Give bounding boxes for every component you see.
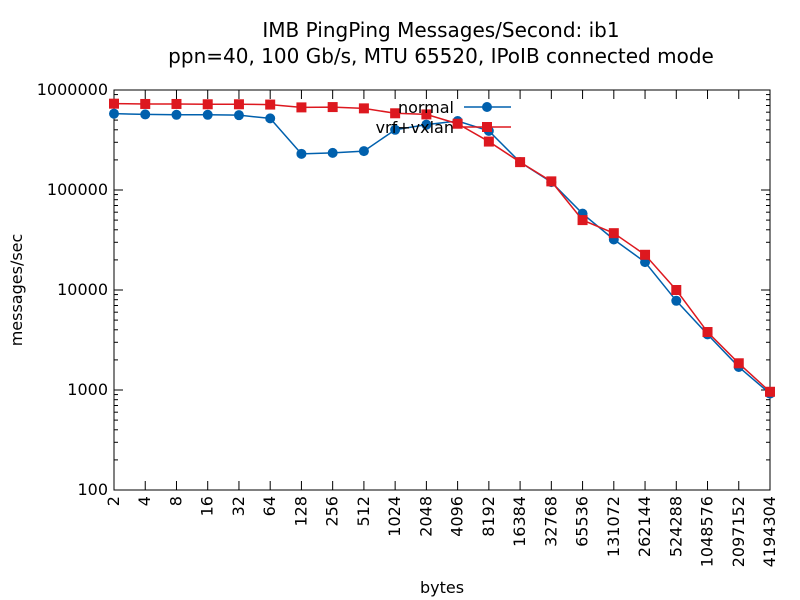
data-point-square [171, 98, 182, 109]
data-point-square [671, 285, 682, 295]
data-point-circle [140, 109, 151, 120]
data-point-circle [296, 148, 307, 159]
x-tick-label: 1024 [385, 496, 404, 537]
y-tick-label: 1000000 [37, 80, 108, 99]
x-tick-label: 8192 [479, 496, 498, 537]
x-tick-label: 4194304 [760, 496, 779, 567]
data-point-square [515, 157, 526, 168]
data-point-circle [171, 109, 182, 120]
data-point-square [640, 249, 651, 260]
chart-title: IMB PingPing Messages/Second: ib1 [262, 18, 619, 42]
x-tick-label: 2097152 [729, 496, 748, 567]
x-tick-label: 256 [323, 496, 342, 527]
data-point-circle [358, 146, 369, 157]
data-point-circle [233, 110, 244, 121]
data-point-square [140, 98, 151, 109]
y-axis: 100 1000 10000 100000 1000000 [37, 80, 770, 499]
data-point-square [483, 136, 494, 147]
data-point-circle [265, 113, 276, 124]
data-point-circle [109, 108, 119, 119]
x-tick-label: 2048 [416, 496, 435, 537]
legend-label: vrf+vxlan [376, 118, 454, 137]
x-tick-label: 8 [166, 496, 185, 506]
series-layer [109, 98, 775, 399]
data-point-square [202, 99, 213, 110]
data-point-square [765, 386, 775, 397]
series-line-vrf-vxlan [113, 102, 771, 393]
series-line-normal [113, 112, 771, 395]
data-point-circle [390, 124, 401, 135]
data-point-circle [327, 147, 338, 158]
y-tick-label: 10000 [57, 280, 108, 299]
y-tick-label: 1000 [67, 380, 108, 399]
x-tick-label: 131072 [604, 496, 623, 557]
x-tick-label: 2 [104, 496, 123, 506]
y-tick-label: 100 [77, 480, 108, 499]
data-point-circle [421, 119, 432, 130]
legend-marker-square [482, 122, 492, 132]
x-axis-label: bytes [420, 578, 464, 597]
x-tick-label: 4 [135, 496, 154, 506]
x-tick-label: 1048576 [698, 496, 717, 567]
data-point-square [608, 228, 619, 239]
x-tick-label: 262144 [635, 496, 654, 557]
data-point-square [702, 327, 713, 338]
data-point-square [265, 99, 276, 110]
data-point-square [546, 176, 557, 187]
chart-subtitle: ppn=40, 100 Gb/s, MTU 65520, IPoIB conne… [168, 44, 714, 68]
x-tick-label: 128 [291, 496, 310, 527]
x-tick-label: 512 [354, 496, 373, 527]
data-point-square [452, 118, 463, 129]
data-point-circle [671, 295, 682, 306]
data-point-square [109, 98, 119, 109]
data-point-square [233, 99, 244, 110]
x-axis: 2 4 8 16 32 64 128 256 512 1024 2048 4096 8192 16384 3… [104, 90, 779, 567]
x-tick-label: 4096 [448, 496, 467, 537]
x-tick-label: 65536 [573, 496, 592, 547]
legend-label: normal [398, 98, 454, 117]
x-tick-label: 16384 [510, 496, 529, 547]
data-point-square [577, 215, 588, 226]
legend-marker-circle [482, 102, 492, 112]
data-point-square [327, 102, 338, 113]
x-tick-label: 32768 [541, 496, 560, 547]
data-point-square [296, 102, 307, 113]
data-point-square [390, 108, 401, 119]
data-point-square [358, 103, 369, 114]
data-point-circle [202, 109, 213, 120]
y-tick-label: 100000 [47, 180, 108, 199]
x-tick-label: 64 [260, 496, 279, 516]
data-point-square [421, 109, 432, 120]
data-point-square [733, 358, 744, 369]
x-tick-label: 524288 [666, 496, 685, 557]
x-tick-label: 32 [229, 496, 248, 516]
x-tick-label: 16 [198, 496, 217, 516]
y-axis-label: messages/sec [7, 234, 26, 347]
